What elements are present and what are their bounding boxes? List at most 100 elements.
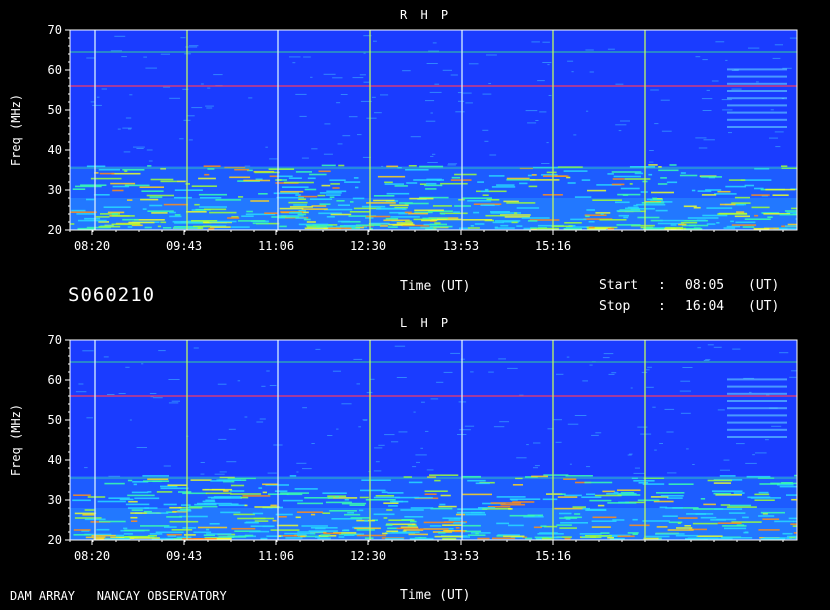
emission-streak	[697, 190, 712, 192]
emission-streak	[754, 187, 764, 190]
faint-streak	[484, 140, 489, 142]
emission-streak	[383, 517, 388, 519]
y-tick-label: 20	[48, 533, 62, 547]
emission-streak	[293, 204, 307, 206]
emission-streak	[104, 482, 125, 485]
emission-streak	[434, 479, 441, 482]
faint-streak	[336, 102, 341, 104]
emission-streak	[180, 509, 191, 511]
emission-streak	[163, 227, 172, 229]
faint-streak	[128, 128, 132, 130]
emission-streak	[703, 537, 733, 540]
emission-streak	[437, 218, 463, 221]
emission-streak	[719, 475, 736, 477]
y-tick-label: 40	[48, 453, 62, 467]
emission-streak	[401, 519, 413, 521]
emission-streak	[140, 525, 170, 527]
emission-streak	[564, 494, 582, 497]
emission-streak	[537, 533, 564, 535]
emission-streak	[563, 228, 582, 230]
faint-streak	[706, 89, 710, 91]
emission-streak	[500, 503, 525, 506]
faint-streak	[541, 163, 550, 164]
emission-streak	[728, 179, 746, 181]
emission-streak	[788, 517, 797, 520]
faint-streak	[425, 430, 429, 432]
faint-streak	[295, 93, 307, 95]
emission-streak	[160, 180, 178, 183]
emission-streak	[338, 536, 345, 538]
x-tick-label: 12:30	[350, 549, 386, 563]
emission-streak	[337, 204, 350, 206]
emission-streak	[386, 530, 399, 533]
emission-streak	[618, 214, 629, 217]
emission-streak	[669, 164, 677, 166]
faint-streak	[402, 70, 411, 72]
emission-streak	[554, 507, 584, 510]
emission-streak	[96, 528, 110, 531]
emission-streak	[130, 512, 160, 514]
faint-streak	[603, 353, 614, 355]
emission-streak	[703, 503, 716, 506]
faint-streak	[429, 91, 442, 93]
x-tick-label: 08:20	[74, 239, 110, 253]
faint-streak	[375, 461, 380, 463]
emission-streak	[758, 515, 775, 517]
emission-streak	[298, 223, 329, 226]
faint-streak	[533, 467, 538, 469]
emission-streak	[71, 209, 86, 212]
faint-streak	[145, 67, 157, 69]
emission-streak	[786, 494, 797, 496]
emission-streak	[579, 533, 602, 535]
emission-streak	[786, 211, 797, 214]
emission-streak	[208, 227, 215, 230]
emission-streak	[155, 531, 184, 534]
emission-streak	[589, 499, 612, 502]
emission-streak	[700, 176, 722, 178]
emission-streak	[720, 504, 730, 506]
emission-streak	[365, 215, 391, 218]
emission-streak	[486, 199, 500, 201]
emission-streak	[163, 503, 177, 506]
emission-streak	[109, 534, 125, 537]
emission-streak	[344, 181, 361, 183]
emission-streak	[250, 200, 270, 202]
emission-streak	[462, 493, 492, 496]
faint-streak	[507, 367, 518, 369]
emission-streak	[504, 216, 530, 218]
faint-streak	[146, 149, 153, 151]
emission-streak	[284, 532, 314, 535]
emission-streak	[506, 202, 536, 204]
emission-streak	[557, 166, 583, 168]
faint-streak	[486, 54, 497, 56]
faint-streak	[256, 421, 264, 423]
emission-streak	[164, 526, 177, 528]
emission-streak	[385, 524, 393, 526]
faint-streak	[171, 400, 180, 402]
emission-streak	[361, 479, 391, 481]
emission-streak	[728, 512, 746, 514]
faint-streak	[698, 147, 708, 149]
emission-streak	[667, 529, 694, 531]
emission-streak	[350, 517, 371, 519]
emission-streak	[166, 516, 182, 518]
emission-streak	[595, 212, 611, 214]
y-tick-label: 60	[48, 373, 62, 387]
faint-streak	[362, 156, 371, 158]
faint-streak	[534, 465, 540, 467]
emission-streak	[86, 226, 111, 229]
emission-streak	[139, 186, 164, 188]
faint-streak	[332, 370, 341, 372]
emission-streak	[276, 524, 299, 527]
emission-streak	[765, 188, 796, 191]
emission-streak	[684, 525, 691, 527]
emission-streak	[409, 537, 434, 540]
observation-id: S060210	[68, 284, 156, 306]
emission-streak	[767, 216, 773, 218]
faint-streak	[488, 371, 494, 373]
emission-streak	[668, 483, 694, 485]
emission-streak	[693, 206, 701, 209]
emission-streak	[336, 226, 367, 228]
faint-streak	[315, 348, 321, 350]
emission-streak	[443, 530, 462, 532]
